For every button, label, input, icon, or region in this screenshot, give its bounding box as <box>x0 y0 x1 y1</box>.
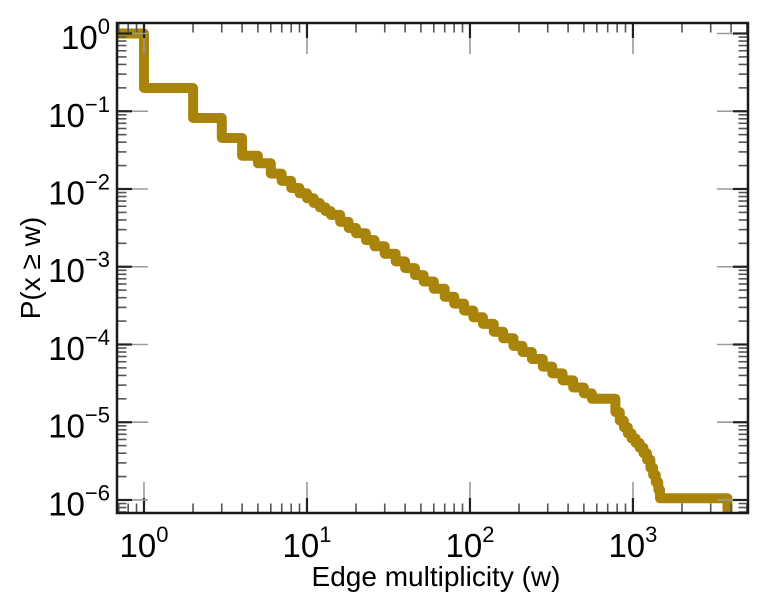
ccdf-step-line <box>117 28 733 513</box>
tick-marks <box>117 23 748 513</box>
tick-label-y-10e0: 100 <box>61 14 110 56</box>
tick-label-x-10e1: 101 <box>282 522 331 564</box>
tick-label-y-10e-2: 10−2 <box>48 169 110 211</box>
tick-label-y-10e-3: 10−3 <box>48 247 110 289</box>
tick-label-x-10e3: 103 <box>608 522 657 564</box>
tick-labels: 100 101 102 103 100 10−1 10−2 10−3 10−4 10−5 10−6 <box>48 14 657 564</box>
x-axis-label: Edge multiplicity (w) <box>311 561 561 592</box>
tick-label-x-10e0: 100 <box>120 522 169 564</box>
y-axis-label: P(x ≥ w) <box>15 216 46 320</box>
tick-label-x-10e2: 102 <box>445 522 494 564</box>
plot-frame <box>115 21 750 515</box>
tick-label-y-10e-6: 10−6 <box>48 480 110 522</box>
tick-label-y-10e-4: 10−4 <box>48 325 110 367</box>
tick-label-y-10e-1: 10−1 <box>48 92 110 134</box>
tick-label-y-10e-5: 10−5 <box>48 403 110 445</box>
